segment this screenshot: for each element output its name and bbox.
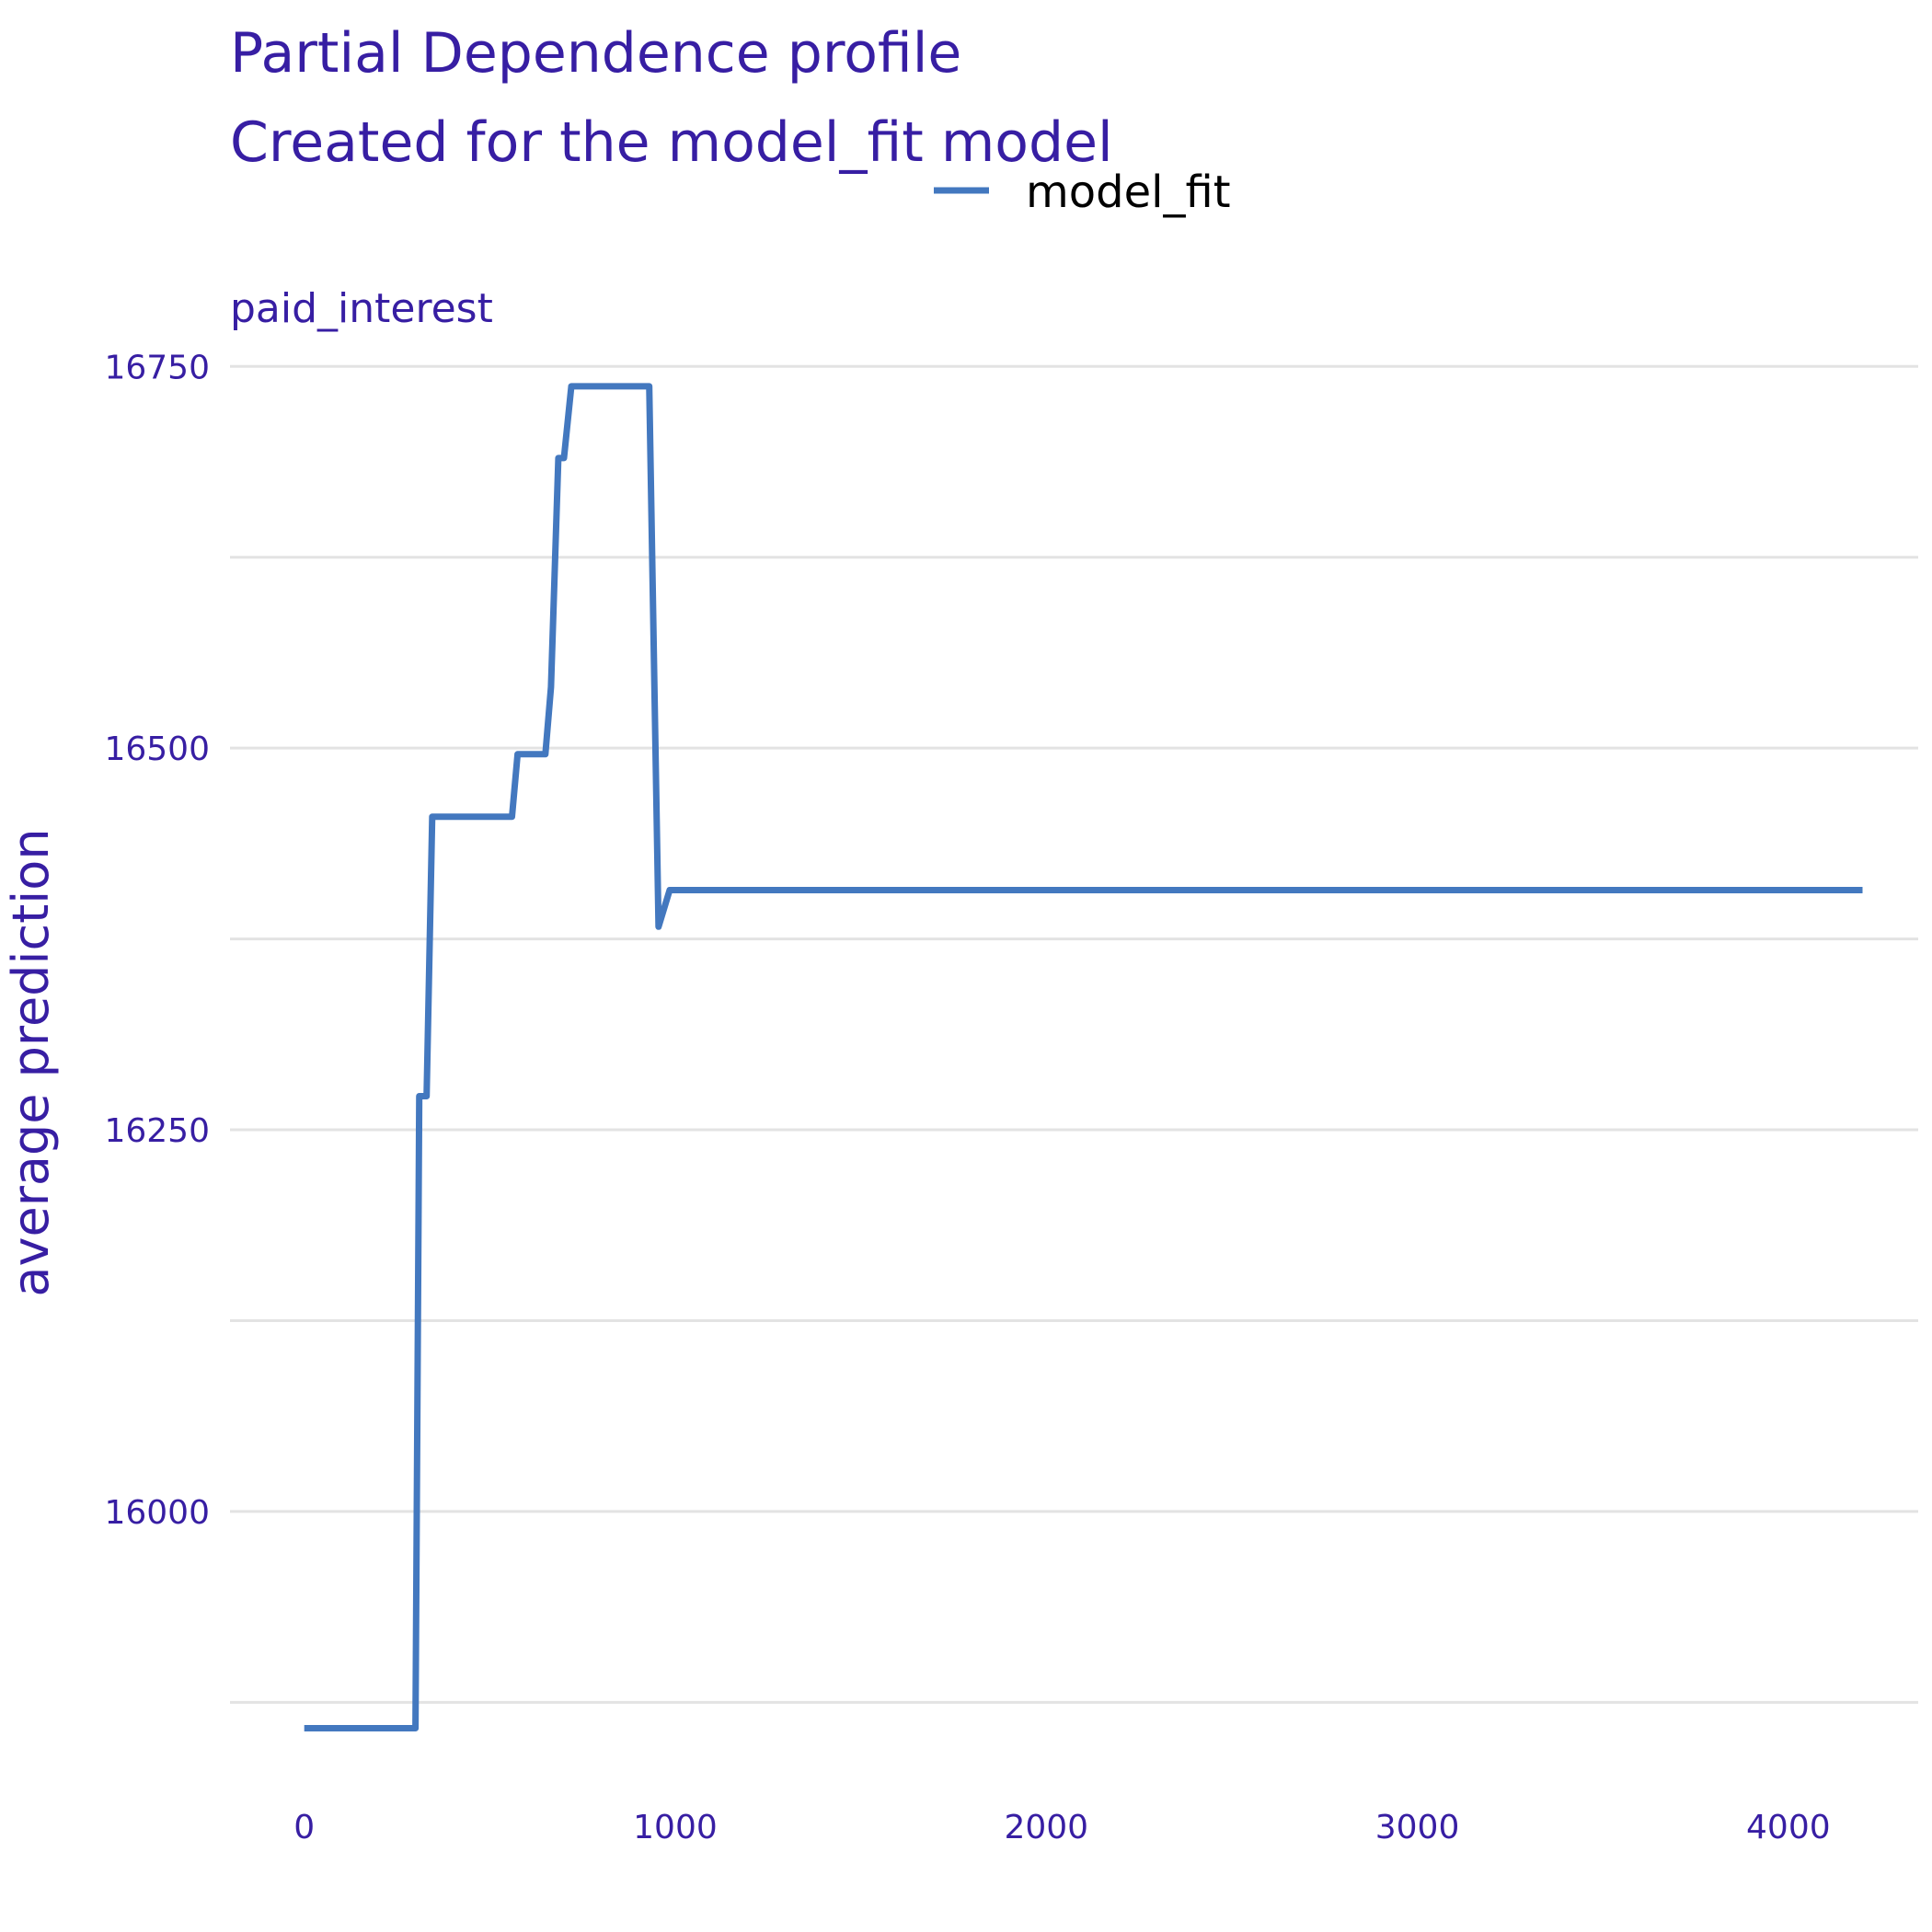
y-tick-label-16250: 16250 xyxy=(104,1112,210,1150)
x-tick-label-4000: 4000 xyxy=(1746,1809,1831,1846)
x-tick-labels: 0 1000 2000 3000 4000 xyxy=(293,1809,1830,1846)
y-tick-label-16000: 16000 xyxy=(104,1494,210,1532)
series-line-model-fit xyxy=(304,383,1863,1731)
legend-label-model-fit: model_fit xyxy=(1026,167,1231,218)
legend: model_fit xyxy=(934,167,1231,218)
x-tick-label-3000: 3000 xyxy=(1375,1809,1460,1846)
chart-title: Partial Dependence profile xyxy=(230,21,961,86)
panel-label: paid_interest xyxy=(230,285,493,332)
y-tick-labels: 16000 16250 16500 16750 xyxy=(104,349,210,1532)
series-layer xyxy=(304,383,1863,1731)
x-tick-label-1000: 1000 xyxy=(633,1809,718,1846)
gridlines xyxy=(230,364,1918,1704)
y-axis-label: average prediction xyxy=(2,828,60,1296)
y-tick-label-16500: 16500 xyxy=(104,730,210,768)
chart-subtitle: Created for the model_fit model xyxy=(230,110,1113,175)
y-tick-label-16750: 16750 xyxy=(104,349,210,386)
x-tick-label-2000: 2000 xyxy=(1004,1809,1088,1846)
x-tick-label-0: 0 xyxy=(293,1809,315,1846)
